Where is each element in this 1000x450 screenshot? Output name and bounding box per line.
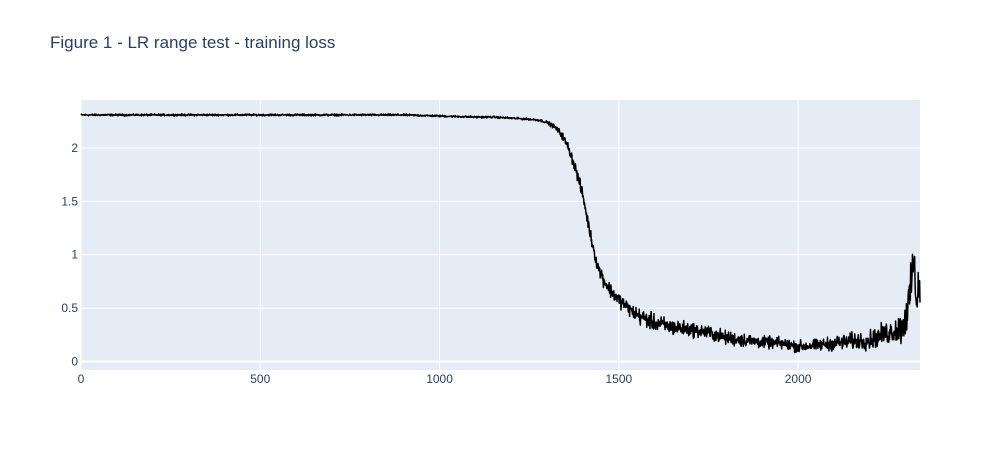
x-axis: 0 500 1000 1500 2000 (78, 372, 812, 386)
y-axis: 0 0.5 1 1.5 2 (61, 141, 78, 368)
x-tick-label: 500 (250, 372, 270, 386)
y-tick-label: 0 (71, 354, 78, 368)
y-gridlines (81, 147, 920, 363)
x-tick-label: 1000 (426, 372, 453, 386)
y-tick-label: 2 (71, 141, 78, 155)
chart-title: Figure 1 - LR range test - training loss (50, 33, 336, 52)
plot-area (81, 100, 920, 370)
x-tick-label: 2000 (785, 372, 812, 386)
x-gridlines (80, 100, 799, 370)
y-tick-label: 0.5 (61, 301, 78, 315)
y-tick-label: 1 (71, 248, 78, 262)
series-layer (80, 112, 921, 354)
x-tick-label: 1500 (605, 372, 632, 386)
x-tick-label: 0 (78, 372, 85, 386)
y-tick-label: 1.5 (61, 194, 78, 208)
series-line-0 (80, 112, 921, 354)
